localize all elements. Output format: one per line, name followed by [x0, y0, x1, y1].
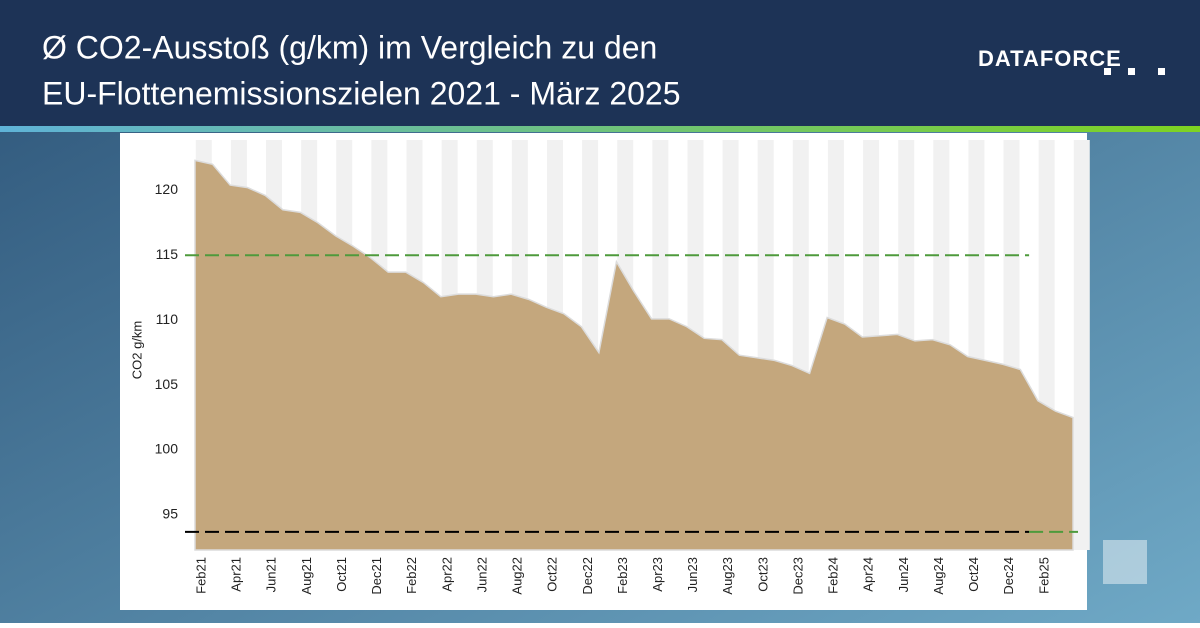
logo: DATAFORCE [978, 46, 1122, 71]
decor-square [1103, 540, 1147, 584]
y-tick-label: 95 [162, 506, 178, 522]
x-tick-label: Apr24 [861, 557, 876, 592]
x-tick-label: Apr22 [439, 557, 454, 592]
title-line: Ø CO2-Ausstoß (g/km) im Vergleich zu den [42, 29, 657, 65]
header [0, 0, 1200, 126]
stripe [1073, 140, 1090, 550]
x-tick-label: Oct23 [755, 557, 770, 592]
x-tick-label: Jun22 [474, 557, 489, 592]
logo-dots [1104, 68, 1165, 75]
x-tick-label: Feb23 [615, 557, 630, 594]
title-line: EU-Flottenemissionszielen 2021 - März 20… [42, 75, 681, 111]
x-tick-label: Jun21 [264, 557, 279, 592]
accent-bar [0, 126, 1200, 132]
area [194, 159, 1074, 551]
y-tick-label: 110 [156, 311, 179, 327]
x-tick-label: Feb22 [404, 557, 419, 594]
x-tick-label: Feb24 [826, 557, 841, 594]
x-tick-label: Dec22 [580, 557, 595, 595]
x-tick-label: Feb21 [193, 557, 208, 594]
x-tick-label: Dec21 [369, 557, 384, 595]
x-tick-label: Aug22 [510, 557, 525, 595]
y-tick-label: 120 [155, 181, 179, 197]
x-tick-label: Feb25 [1036, 557, 1051, 594]
y-tick-label: 100 [155, 441, 179, 457]
x-tick-label: Apr23 [650, 557, 665, 592]
x-tick-label: Aug24 [931, 557, 946, 595]
x-tick-label: Jun24 [896, 557, 911, 592]
x-tick-label: Aug21 [299, 557, 314, 595]
x-tick-label: Apr21 [229, 557, 244, 592]
x-tick-label: Dec24 [1001, 557, 1016, 595]
y-axis-label: CO2 g/km [129, 321, 144, 380]
x-tick-label: Oct21 [334, 557, 349, 592]
y-tick-label: 115 [156, 246, 179, 262]
x-tick-label: Dec23 [790, 557, 805, 595]
x-tick-label: Jun23 [685, 557, 700, 592]
x-tick-label: Oct24 [966, 557, 981, 592]
x-tick-label: Oct22 [545, 557, 560, 592]
x-tick-label: Aug23 [720, 557, 735, 595]
y-tick-label: 105 [155, 376, 179, 392]
